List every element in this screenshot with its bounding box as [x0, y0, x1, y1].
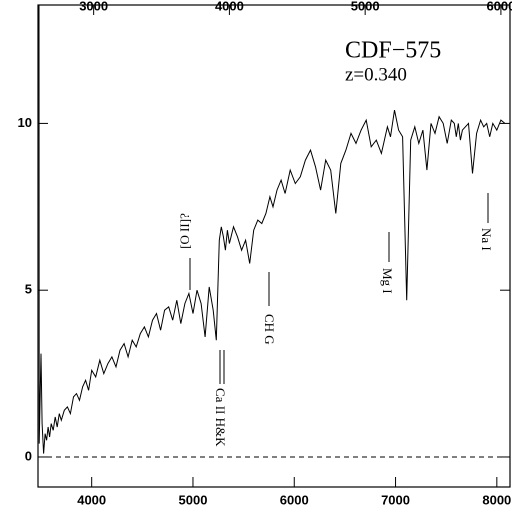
line-label: CH G — [262, 314, 277, 345]
x2-tick-label: 4000 — [215, 0, 244, 13]
x-tick-label: 7000 — [381, 492, 410, 507]
x2-tick-label: 5000 — [351, 0, 380, 13]
x-tick-label: 8000 — [482, 492, 511, 507]
line-label: Na I — [479, 228, 494, 251]
chart-title: CDF−575 — [345, 38, 441, 64]
x-tick-label: 5000 — [179, 492, 208, 507]
y-tick-label: 0 — [25, 448, 32, 463]
line-label: Mg I — [380, 268, 395, 294]
chart-subtitle: z=0.340 — [345, 64, 407, 85]
plot-frame — [37, 4, 511, 488]
line-label: [O II]? — [177, 213, 192, 249]
x-tick-label: 4000 — [77, 492, 106, 507]
line-label: Ca II H&K — [213, 388, 228, 447]
y-tick-label: 5 — [25, 282, 32, 297]
y-tick-label: 10 — [18, 115, 32, 130]
spectrum — [38, 5, 506, 454]
x-tick-label: 6000 — [280, 492, 309, 507]
x2-tick-label: 3000 — [79, 0, 108, 13]
x2-tick-label: 6000 — [486, 0, 512, 13]
